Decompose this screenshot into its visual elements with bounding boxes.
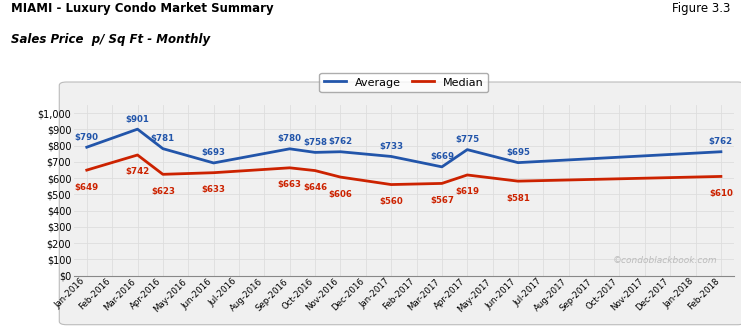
Median [412, 182, 421, 186]
Median [234, 169, 243, 173]
Average [260, 152, 269, 155]
Text: $610: $610 [709, 189, 733, 198]
Median [260, 168, 269, 172]
Text: Figure 3.3: Figure 3.3 [671, 2, 730, 15]
Text: $606: $606 [328, 190, 353, 198]
Text: $633: $633 [202, 185, 225, 194]
Text: $623: $623 [151, 187, 175, 196]
Median [387, 183, 396, 187]
Average [133, 127, 142, 131]
Median [514, 179, 522, 183]
Median [615, 177, 624, 181]
Text: $790: $790 [75, 133, 99, 142]
Text: $733: $733 [379, 142, 403, 151]
Text: $695: $695 [506, 148, 530, 157]
Median [640, 176, 649, 180]
Median [133, 153, 142, 157]
Text: $567: $567 [430, 196, 454, 205]
Text: $742: $742 [125, 168, 150, 176]
Average [184, 154, 193, 158]
Average [234, 156, 243, 160]
Text: $762: $762 [709, 137, 733, 146]
Average [82, 145, 91, 149]
Average [107, 136, 116, 140]
Line: Average: Average [87, 129, 721, 167]
Median [184, 172, 193, 175]
Median [463, 173, 472, 177]
Average [590, 156, 599, 160]
Average [615, 155, 624, 159]
Text: $780: $780 [278, 134, 302, 143]
Median [539, 178, 548, 182]
Median [285, 166, 294, 170]
Median [437, 181, 446, 185]
Text: MIAMI - Luxury Condo Market Summary: MIAMI - Luxury Condo Market Summary [11, 2, 273, 15]
Average [437, 165, 446, 169]
Median [590, 177, 599, 181]
Median [665, 175, 674, 179]
Median [362, 179, 370, 183]
Average [717, 150, 725, 154]
Median [336, 175, 345, 179]
Median [107, 161, 116, 165]
Text: $649: $649 [75, 183, 99, 192]
Text: $901: $901 [125, 114, 150, 124]
Average [412, 160, 421, 164]
Text: Sales Price  p/ Sq Ft - Monthly: Sales Price p/ Sq Ft - Monthly [11, 33, 210, 46]
Line: Median: Median [87, 155, 721, 185]
Median [82, 168, 91, 172]
Average [463, 148, 472, 152]
Text: $646: $646 [303, 183, 327, 192]
Legend: Average, Median: Average, Median [319, 73, 488, 92]
Average [514, 161, 522, 165]
Average [362, 152, 370, 156]
Median [565, 178, 574, 182]
Average [285, 147, 294, 151]
Median [159, 172, 167, 176]
Average [387, 154, 396, 158]
Median [488, 176, 497, 180]
Text: ©condoblackbook.com: ©condoblackbook.com [613, 256, 717, 265]
Median [717, 174, 725, 178]
Average [691, 151, 700, 155]
Text: $762: $762 [328, 137, 353, 146]
Median [691, 175, 700, 179]
Average [665, 153, 674, 156]
Average [336, 150, 345, 154]
Average [310, 151, 319, 154]
Text: $775: $775 [455, 135, 479, 144]
Average [640, 154, 649, 158]
Text: $781: $781 [151, 134, 175, 143]
Average [159, 147, 167, 151]
Average [209, 161, 218, 165]
Average [488, 154, 497, 158]
Text: $669: $669 [430, 152, 454, 161]
Average [565, 158, 574, 162]
Text: $758: $758 [303, 138, 327, 147]
Average [539, 159, 548, 163]
Text: $560: $560 [379, 197, 403, 206]
Text: $619: $619 [455, 188, 479, 196]
Text: $581: $581 [506, 194, 530, 203]
Text: $663: $663 [278, 180, 302, 189]
Median [209, 171, 218, 175]
Median [310, 169, 319, 173]
Text: $693: $693 [202, 148, 225, 157]
